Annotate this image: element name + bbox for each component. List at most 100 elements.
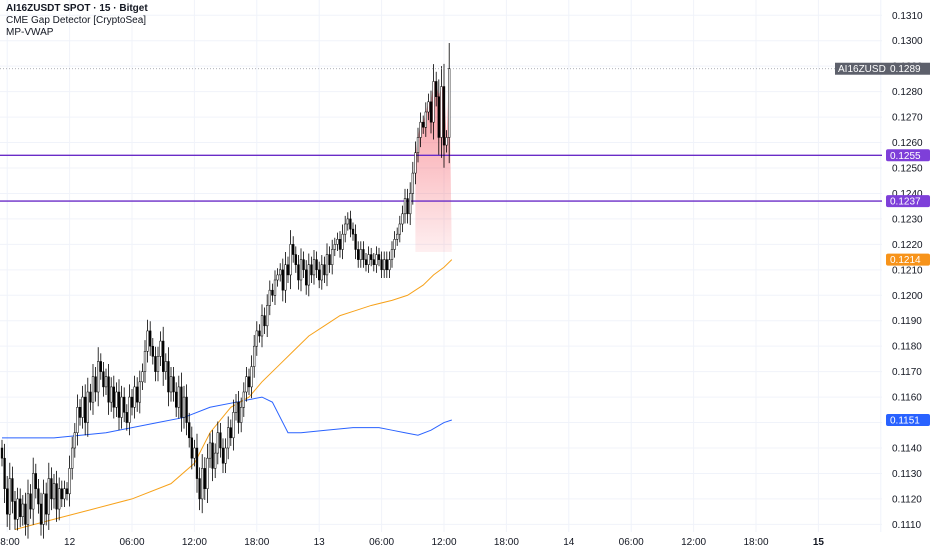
vwap-orange-tag-bg bbox=[886, 253, 930, 266]
time-tick-label: 18:00 bbox=[244, 537, 269, 548]
candle-body bbox=[169, 376, 173, 393]
candle-body bbox=[253, 345, 256, 367]
gap-fill bbox=[415, 68, 452, 253]
candle-body bbox=[271, 289, 274, 296]
candle-body bbox=[437, 96, 440, 138]
vwap-blue-line bbox=[2, 396, 452, 439]
candle-body bbox=[424, 111, 427, 128]
candle-body bbox=[266, 305, 269, 327]
time-tick-label: 15 bbox=[813, 537, 825, 548]
candle-body bbox=[3, 457, 6, 489]
price-tick-label: 0.1140 bbox=[892, 444, 922, 455]
vwap-blue-tag-bg bbox=[886, 414, 930, 426]
time-tick-label: 06:00 bbox=[619, 537, 644, 548]
candle-body bbox=[182, 396, 186, 418]
candle-body bbox=[133, 386, 136, 408]
candle-body bbox=[354, 233, 357, 250]
candle-body bbox=[318, 269, 321, 281]
candle-body bbox=[151, 345, 154, 357]
candle-body bbox=[195, 447, 199, 479]
candle-body bbox=[336, 239, 339, 245]
level-top-tag-bg bbox=[886, 149, 930, 162]
candle-body bbox=[297, 264, 300, 281]
vwap-orange-line bbox=[14, 259, 453, 530]
price-tick-label: 0.1300 bbox=[892, 36, 923, 47]
candle-body bbox=[305, 269, 308, 286]
candle-body bbox=[47, 478, 50, 515]
candle-body bbox=[403, 198, 407, 215]
level-top-tag-text: 0.1255 bbox=[890, 151, 921, 162]
candle-body bbox=[380, 259, 383, 271]
candle-body bbox=[364, 259, 368, 265]
level-bottom-tag-bg bbox=[886, 195, 930, 208]
time-tick-label: 14 bbox=[563, 537, 575, 548]
price-tick-label: 0.1110 bbox=[892, 520, 922, 531]
candle-body bbox=[409, 193, 412, 215]
price-axis[interactable]: 0.13100.13000.12900.12800.12700.12600.12… bbox=[892, 11, 923, 531]
candle-body bbox=[102, 371, 105, 388]
price-tick-label: 0.1160 bbox=[892, 393, 922, 404]
time-axis[interactable]: 18:00 12 06:00 12:00 18:00 13 06:00 12:00 18:00 1… bbox=[0, 537, 824, 548]
candle-body bbox=[21, 503, 24, 517]
candle-body bbox=[349, 218, 352, 230]
candle-body bbox=[401, 213, 404, 225]
candle-body bbox=[99, 361, 102, 372]
candle-body bbox=[89, 391, 92, 403]
candle-body bbox=[221, 447, 225, 464]
vwap-orange-tag-text: 0.1214 bbox=[890, 255, 921, 266]
candle-body bbox=[193, 447, 196, 459]
candle-body bbox=[16, 498, 19, 520]
symbol-title[interactable]: AI16ZUSDT SPOT · 15 · Bitget bbox=[6, 3, 148, 14]
candle-body bbox=[86, 391, 89, 423]
candle-body bbox=[91, 376, 95, 403]
candle-body bbox=[281, 269, 284, 291]
candle-body bbox=[52, 483, 56, 500]
candle-body bbox=[258, 330, 261, 337]
time-tick-label: 12:00 bbox=[431, 537, 456, 548]
grid-lines bbox=[0, 0, 882, 532]
candle-body bbox=[351, 228, 355, 235]
candle-body bbox=[198, 478, 201, 500]
candle-body bbox=[208, 442, 212, 459]
candle-body bbox=[60, 488, 63, 500]
candle-body bbox=[125, 412, 128, 423]
indicator-cme-gap[interactable]: CME Gap Detector [CryptoSea] bbox=[6, 15, 147, 26]
candle-body bbox=[8, 478, 11, 515]
candle-body bbox=[320, 264, 323, 281]
candle-body bbox=[338, 239, 342, 250]
candle-body bbox=[310, 264, 313, 276]
time-tick-label: 12 bbox=[64, 537, 76, 548]
candle-body bbox=[29, 493, 32, 510]
vwap-lines bbox=[2, 259, 453, 530]
candle-body bbox=[71, 447, 74, 469]
last-symbol-tag-bg bbox=[835, 62, 886, 75]
candle-body bbox=[13, 501, 17, 520]
candle-body bbox=[130, 396, 134, 408]
candle-body bbox=[440, 86, 443, 138]
candle-body bbox=[11, 478, 14, 502]
candle-body bbox=[385, 259, 388, 271]
candle-body bbox=[325, 254, 329, 276]
candle-body bbox=[388, 259, 391, 271]
candle-body bbox=[383, 259, 386, 271]
candle-body bbox=[0, 447, 4, 459]
candle-body bbox=[146, 330, 149, 352]
time-tick-label: 18:00 bbox=[743, 537, 768, 548]
indicator-vwap[interactable]: MP-VWAP bbox=[6, 27, 54, 38]
last-symbol-tag-text: AI16ZUSDT bbox=[838, 64, 892, 75]
candle-body bbox=[367, 254, 370, 265]
candle-body bbox=[175, 391, 178, 408]
candlesticks bbox=[0, 43, 451, 539]
candle-body bbox=[81, 396, 84, 418]
candle-body bbox=[234, 401, 238, 413]
candle-body bbox=[123, 396, 126, 413]
candle-body bbox=[58, 488, 61, 510]
candle-body bbox=[6, 488, 9, 515]
candle-body bbox=[78, 407, 82, 418]
candle-body bbox=[372, 259, 375, 265]
candle-body bbox=[136, 386, 139, 403]
candle-body bbox=[242, 391, 245, 408]
candle-body bbox=[110, 386, 113, 403]
